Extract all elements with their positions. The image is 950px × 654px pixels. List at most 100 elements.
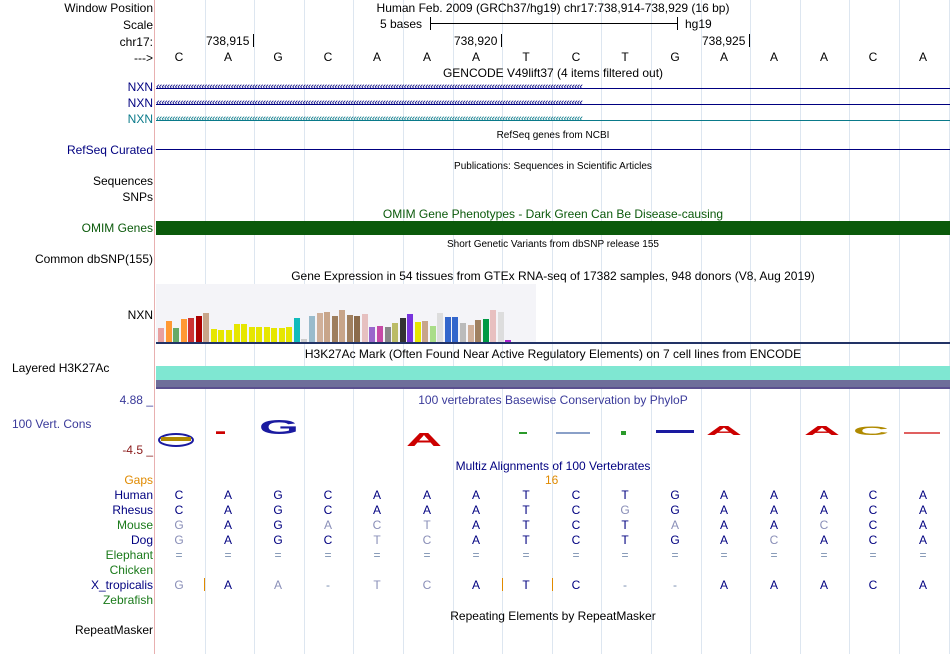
gencode-nxn-label-1[interactable]: NXN xyxy=(127,80,153,94)
gtex-nxn-label[interactable]: NXN xyxy=(127,308,153,322)
repeatmasker-track-title[interactable]: Repeating Elements by RepeatMasker xyxy=(450,609,656,623)
gtex-tissue-bar[interactable] xyxy=(377,326,383,342)
gtex-tissue-bar[interactable] xyxy=(173,328,179,342)
gtex-tissue-bar[interactable] xyxy=(385,327,391,342)
gtex-tissue-bar[interactable] xyxy=(324,312,330,342)
gtex-tissue-bar[interactable] xyxy=(249,327,255,342)
gtex-tissue-bar[interactable] xyxy=(422,321,428,342)
gtex-tissue-bar[interactable] xyxy=(203,313,209,342)
omim-gene-bar[interactable] xyxy=(156,221,950,235)
h3k27ac-signal[interactable] xyxy=(156,366,950,380)
omim-genes-label[interactable]: OMIM Genes xyxy=(81,221,153,235)
gtex-tissue-bar[interactable] xyxy=(430,326,436,342)
track-image-area[interactable]: Human Feb. 2009 (GRCh37/hg19) chr17:738,… xyxy=(156,0,950,654)
gencode-nxn-transcript-1[interactable]: ‹‹‹‹‹‹‹‹‹‹‹‹‹‹‹‹‹‹‹‹‹‹‹‹‹‹‹‹‹‹‹‹‹‹‹‹‹‹‹‹… xyxy=(156,84,950,92)
gtex-tissue-bar[interactable] xyxy=(271,328,277,342)
gtex-tissue-bar[interactable] xyxy=(181,319,187,342)
gtex-tissue-bar[interactable] xyxy=(211,329,217,342)
gtex-tissue-bar[interactable] xyxy=(415,322,421,342)
gtex-tissue-bar[interactable] xyxy=(490,310,496,342)
gtex-tissue-bar[interactable] xyxy=(234,324,240,342)
gtex-tissue-bar[interactable] xyxy=(226,330,232,342)
logo-c-fill xyxy=(161,437,191,441)
gtex-tissue-bar[interactable] xyxy=(166,321,172,342)
aligned-base-mouse: A xyxy=(471,518,480,532)
logo-t-2 xyxy=(621,431,626,435)
gtex-tissue-bar[interactable] xyxy=(400,318,406,342)
aligned-base-human: C xyxy=(868,488,878,502)
scale-text: 5 bases xyxy=(380,17,423,31)
vert-cons-label[interactable]: 100 Vert. Cons xyxy=(12,417,92,431)
phylop-logo[interactable]: ▬ G A A A C xyxy=(156,412,950,450)
aligned-base-human: A xyxy=(769,488,778,502)
sequences-label[interactable]: Sequences xyxy=(92,174,153,188)
gtex-tissue-bar[interactable] xyxy=(483,319,489,342)
gencode-track-title[interactable]: GENCODE V49lift37 (4 items filtered out) xyxy=(442,66,664,80)
gtex-tissue-bar[interactable] xyxy=(460,323,466,342)
aligned-base-elephant: = xyxy=(373,548,381,562)
aligned-base-mouse: T xyxy=(621,518,629,532)
omim-track-title[interactable]: OMIM Gene Phenotypes - Dark Green Can Be… xyxy=(382,207,724,221)
multiz-track-title[interactable]: Multiz Alignments of 100 Vertebrates xyxy=(455,459,651,473)
aligned-base-elephant: = xyxy=(919,548,927,562)
dbsnp-label[interactable]: Common dbSNP(155) xyxy=(34,252,153,266)
gtex-tissue-bar[interactable] xyxy=(158,328,164,342)
aligned-base-rhesus: A xyxy=(769,503,778,517)
aligned-base-elephant: = xyxy=(671,548,679,562)
aligned-base-rhesus: C xyxy=(571,503,581,517)
gtex-tissue-bar[interactable] xyxy=(475,320,481,342)
h3k27ac-track-title[interactable]: H3K27Ac Mark (Often Found Near Active Re… xyxy=(304,347,802,361)
gencode-nxn-transcript-3[interactable]: ‹‹‹‹‹‹‹‹‹‹‹‹‹‹‹‹‹‹‹‹‹‹‹‹‹‹‹‹‹‹‹‹‹‹‹‹‹‹‹‹… xyxy=(156,116,950,124)
gtex-tissue-bar[interactable] xyxy=(264,327,270,342)
gencode-nxn-label-2[interactable]: NXN xyxy=(127,96,153,110)
gencode-nxn-label-3[interactable]: NXN xyxy=(127,112,153,126)
gtex-tissue-bar[interactable] xyxy=(279,328,285,342)
aligned-base-elephant: = xyxy=(175,548,183,562)
gtex-tissue-bar[interactable] xyxy=(241,324,247,342)
gtex-tissue-bar[interactable] xyxy=(437,313,443,342)
gtex-tissue-bar[interactable] xyxy=(407,314,413,342)
gtex-tissue-bar[interactable] xyxy=(445,317,451,342)
gtex-tissue-bar[interactable] xyxy=(317,313,323,342)
gtex-tissue-bar[interactable] xyxy=(505,340,511,342)
refseq-track-title[interactable]: RefSeq genes from NCBI xyxy=(496,130,610,141)
species-human-label: Human xyxy=(114,488,153,502)
gtex-tissue-bar[interactable] xyxy=(452,317,458,342)
gtex-tissue-bar[interactable] xyxy=(256,327,262,342)
gtex-tissue-bar[interactable] xyxy=(369,327,375,342)
strand-label[interactable]: ---> xyxy=(134,51,153,65)
gtex-tissue-bar[interactable] xyxy=(286,327,292,342)
gtex-tissue-bar[interactable] xyxy=(301,339,307,342)
snps-label[interactable]: SNPs xyxy=(122,190,153,204)
gtex-tissue-bar[interactable] xyxy=(196,316,202,342)
coord-738915: 738,915 xyxy=(206,34,254,48)
h3k27ac-label[interactable]: Layered H3K27Ac xyxy=(12,361,110,375)
gtex-tissue-bar[interactable] xyxy=(218,330,224,342)
gtex-tissue-bar[interactable] xyxy=(309,316,315,342)
gtex-tissue-bar[interactable] xyxy=(392,323,398,342)
gencode-nxn-transcript-2[interactable]: ‹‹‹‹‹‹‹‹‹‹‹‹‹‹‹‹‹‹‹‹‹‹‹‹‹‹‹‹‹‹‹‹‹‹‹‹‹‹‹‹… xyxy=(156,100,950,108)
gtex-track-title[interactable]: Gene Expression in 54 tissues from GTEx … xyxy=(291,269,815,283)
repeatmasker-label[interactable]: RepeatMasker xyxy=(74,623,153,637)
gtex-tissue-bar[interactable] xyxy=(498,312,504,342)
publications-track-title[interactable]: Publications: Sequences in Scientific Ar… xyxy=(454,161,652,172)
phylop-track-title[interactable]: 100 vertebrates Basewise Conservation by… xyxy=(418,393,688,407)
refseq-gene-line[interactable] xyxy=(156,149,950,150)
aligned-base-rhesus: C xyxy=(868,503,878,517)
aligned-base-mouse: T xyxy=(423,518,431,532)
gtex-bar-area[interactable] xyxy=(156,284,950,342)
gtex-tissue-bar[interactable] xyxy=(468,325,474,342)
gtex-tissue-bar[interactable] xyxy=(354,316,360,342)
refseq-curated-label[interactable]: RefSeq Curated xyxy=(66,143,153,157)
gtex-tissue-bar[interactable] xyxy=(294,318,300,342)
aligned-base-mouse: A xyxy=(323,518,332,532)
aligned-base-elephant: = xyxy=(274,548,282,562)
aligned-base-x_tropicalis: C xyxy=(571,578,581,592)
gtex-tissue-bar[interactable] xyxy=(347,315,353,342)
gtex-tissue-bar[interactable] xyxy=(332,316,338,342)
aligned-base-mouse: A xyxy=(769,518,778,532)
gtex-tissue-bar[interactable] xyxy=(188,318,194,342)
gtex-tissue-bar[interactable] xyxy=(362,314,368,342)
gtex-tissue-bar[interactable] xyxy=(339,310,345,342)
dbsnp-track-title[interactable]: Short Genetic Variants from dbSNP releas… xyxy=(447,239,659,250)
